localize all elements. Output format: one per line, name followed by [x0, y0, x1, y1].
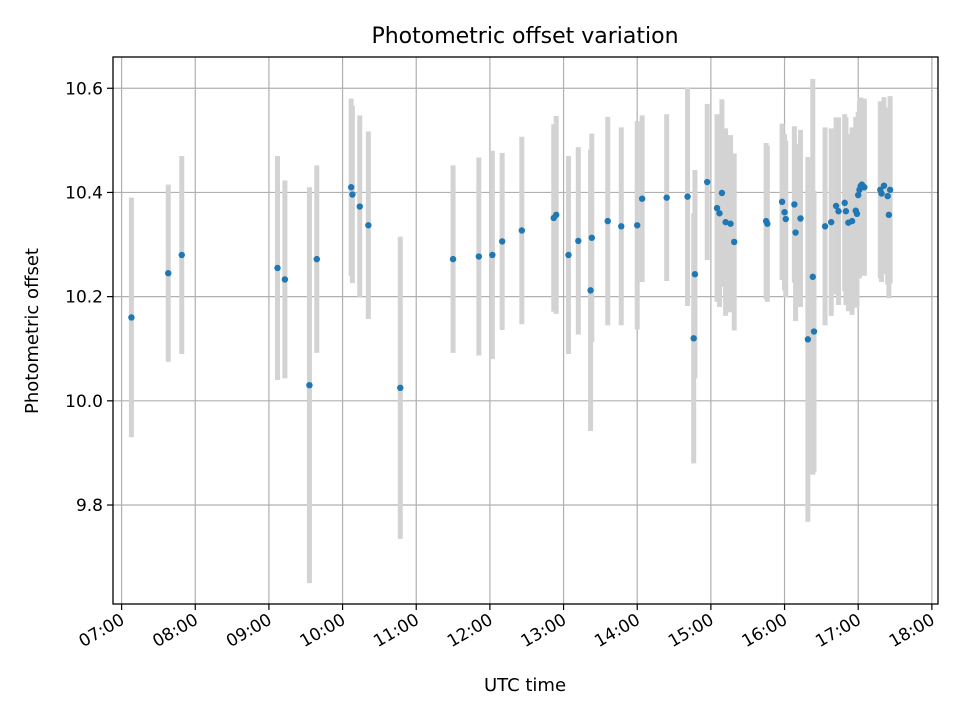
data-point — [634, 222, 640, 228]
data-point — [704, 179, 710, 185]
data-point — [861, 184, 867, 190]
data-point — [690, 335, 696, 341]
data-point — [397, 385, 403, 391]
y-tick-label: 10.0 — [65, 392, 103, 412]
data-point — [810, 274, 816, 280]
data-point — [314, 256, 320, 262]
data-point — [843, 208, 849, 214]
data-point — [618, 223, 624, 229]
data-point — [878, 190, 884, 196]
data-point — [565, 252, 571, 258]
data-point — [835, 208, 841, 214]
data-point — [805, 336, 811, 342]
data-point — [797, 215, 803, 221]
data-point — [639, 195, 645, 201]
y-axis-label: Photometric offset — [22, 248, 43, 414]
y-tick-label: 9.8 — [76, 496, 103, 516]
data-point — [884, 193, 890, 199]
data-point — [348, 184, 354, 190]
data-point — [349, 191, 355, 197]
data-point — [719, 190, 725, 196]
y-tick-label: 10.6 — [65, 79, 103, 99]
data-point — [779, 199, 785, 205]
data-point — [128, 314, 134, 320]
data-point — [489, 252, 495, 258]
data-point — [605, 218, 611, 224]
data-point — [165, 270, 171, 276]
data-point — [881, 182, 887, 188]
data-point — [179, 252, 185, 258]
chart-title: Photometric offset variation — [371, 24, 678, 49]
data-point — [306, 382, 312, 388]
data-point — [716, 210, 722, 216]
data-point — [589, 235, 595, 241]
data-point — [792, 229, 798, 235]
data-point — [887, 187, 893, 193]
data-point — [692, 271, 698, 277]
data-point — [553, 212, 559, 218]
data-point — [450, 256, 456, 262]
data-point — [575, 238, 581, 244]
data-point — [849, 218, 855, 224]
x-axis-label: UTC time — [484, 675, 566, 696]
data-point — [727, 221, 733, 227]
data-point — [365, 222, 371, 228]
data-point — [886, 212, 892, 218]
data-point — [854, 211, 860, 217]
data-point — [811, 328, 817, 334]
data-point — [274, 265, 280, 271]
y-tick-label: 10.2 — [65, 288, 103, 308]
y-tick-label: 10.4 — [65, 183, 103, 203]
data-point — [587, 287, 593, 293]
data-point — [519, 227, 525, 233]
data-point — [684, 193, 690, 199]
data-point — [822, 223, 828, 229]
data-point — [282, 276, 288, 282]
data-point — [783, 216, 789, 222]
data-point — [357, 203, 363, 209]
data-point — [841, 200, 847, 206]
data-point — [791, 201, 797, 207]
data-point — [663, 194, 669, 200]
data-point — [828, 219, 834, 225]
data-point — [764, 221, 770, 227]
data-point — [476, 253, 482, 259]
data-point — [781, 209, 787, 215]
data-point — [731, 239, 737, 245]
data-point — [499, 238, 505, 244]
